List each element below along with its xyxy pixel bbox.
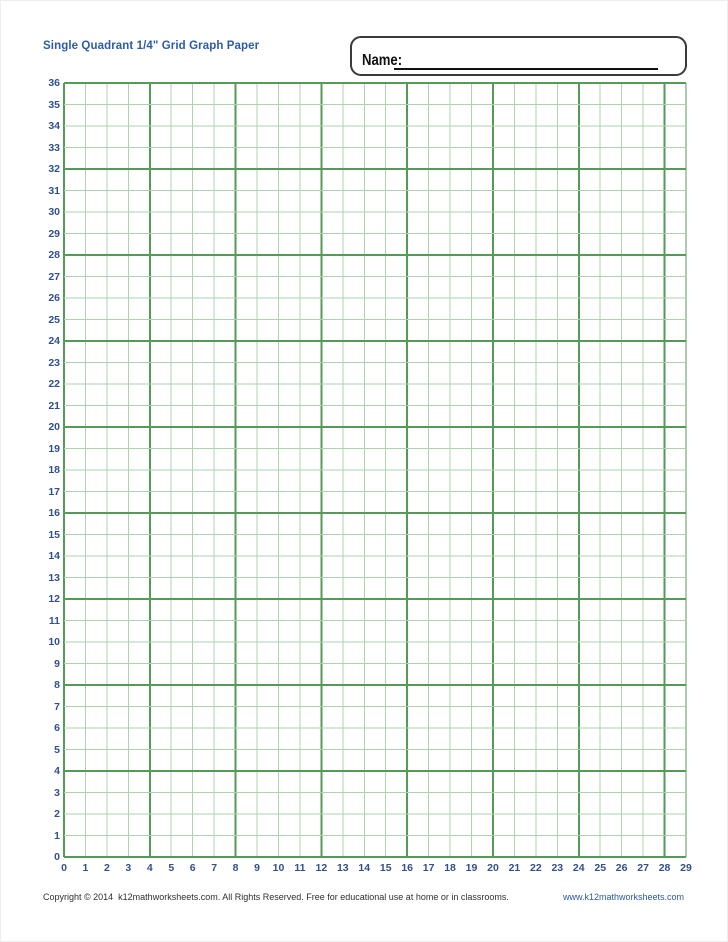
x-axis-label: 8	[232, 862, 239, 874]
x-axis-label: 27	[637, 862, 649, 874]
y-axis-label: 17	[48, 485, 60, 498]
y-axis-label: 4	[54, 765, 60, 777]
graph-grid	[63, 82, 687, 858]
y-axis-label: 6	[54, 722, 60, 734]
y-axis-label: 32	[48, 163, 60, 175]
x-axis-label: 11	[294, 862, 306, 874]
y-axis-label: 16	[48, 507, 60, 519]
y-axis-label: 12	[48, 593, 60, 605]
x-axis-label: 5	[168, 862, 175, 874]
y-axis-label: 20	[48, 421, 60, 433]
copyright-text: Copyright © 2014 k12mathworksheets.com. …	[43, 892, 509, 902]
y-axis-label: 26	[48, 292, 60, 304]
x-axis-label: 10	[272, 862, 285, 874]
y-axis-label: 31	[48, 184, 60, 197]
x-axis-label: 0	[61, 862, 67, 874]
website-url: www.k12mathworksheets.com	[562, 892, 684, 902]
x-axis-label: 1	[82, 862, 89, 874]
x-axis-label: 19	[465, 862, 478, 874]
x-axis-label: 26	[615, 862, 628, 874]
y-axis-label: 28	[48, 249, 60, 261]
x-axis-label: 7	[211, 862, 218, 874]
y-axis-label: 13	[48, 571, 60, 584]
y-axis-label: 33	[48, 141, 60, 154]
x-axis-label: 13	[336, 862, 349, 874]
y-axis-label: 7	[54, 700, 60, 713]
x-axis-label: 9	[254, 862, 260, 874]
x-axis-label: 17	[422, 862, 435, 874]
x-axis-label: 22	[530, 862, 542, 874]
x-axis-label: 25	[594, 862, 607, 874]
y-axis-label: 27	[48, 270, 60, 283]
x-axis-label: 23	[551, 862, 564, 874]
page-title: Single Quadrant 1/4" Grid Graph Paper	[43, 40, 260, 52]
y-axis-label: 36	[48, 77, 60, 89]
y-axis-label: 15	[48, 528, 60, 541]
y-axis-label: 21	[48, 399, 60, 412]
x-axis-label: 20	[487, 862, 499, 874]
x-axis-label: 21	[508, 862, 521, 874]
y-axis-label: 9	[54, 657, 60, 670]
y-axis-label: 10	[48, 636, 60, 648]
x-axis-label: 24	[572, 862, 585, 874]
y-axis-label: 19	[48, 442, 60, 455]
y-axis-label: 30	[48, 206, 60, 218]
x-axis-label: 12	[315, 862, 328, 874]
x-axis-label: 2	[103, 862, 110, 874]
x-axis-label: 18	[444, 862, 456, 874]
y-axis-label: 5	[54, 743, 60, 756]
y-axis-label: 11	[48, 614, 60, 627]
y-axis-label: 25	[48, 313, 60, 326]
x-axis-label: 14	[358, 862, 371, 874]
x-axis-label: 29	[680, 862, 692, 874]
y-axis-label: 2	[54, 808, 60, 820]
name-label: Name:	[362, 52, 403, 69]
x-axis-label: 6	[189, 862, 196, 874]
y-axis-label: 18	[48, 464, 60, 476]
x-axis-label: 16	[401, 862, 414, 874]
y-axis-label: 22	[48, 378, 60, 390]
x-axis-label: 3	[125, 862, 132, 874]
y-axis-label: 29	[48, 227, 60, 240]
y-axis-label: 14	[48, 550, 60, 562]
y-axis-label: 3	[54, 786, 60, 799]
y-axis-label: 23	[48, 356, 60, 369]
name-fill-line	[394, 67, 658, 70]
y-axis-label: 24	[48, 335, 60, 347]
x-axis-label: 4	[146, 862, 153, 874]
name-box: Name:	[350, 36, 687, 76]
y-axis-label: 8	[54, 679, 60, 691]
x-axis-label: 15	[379, 862, 392, 874]
y-axis-label: 35	[48, 98, 60, 111]
y-axis-label: 1	[54, 829, 60, 842]
y-axis-label: 34	[48, 120, 60, 132]
y-axis-label: 0	[54, 851, 60, 863]
x-axis-label: 28	[658, 862, 671, 874]
